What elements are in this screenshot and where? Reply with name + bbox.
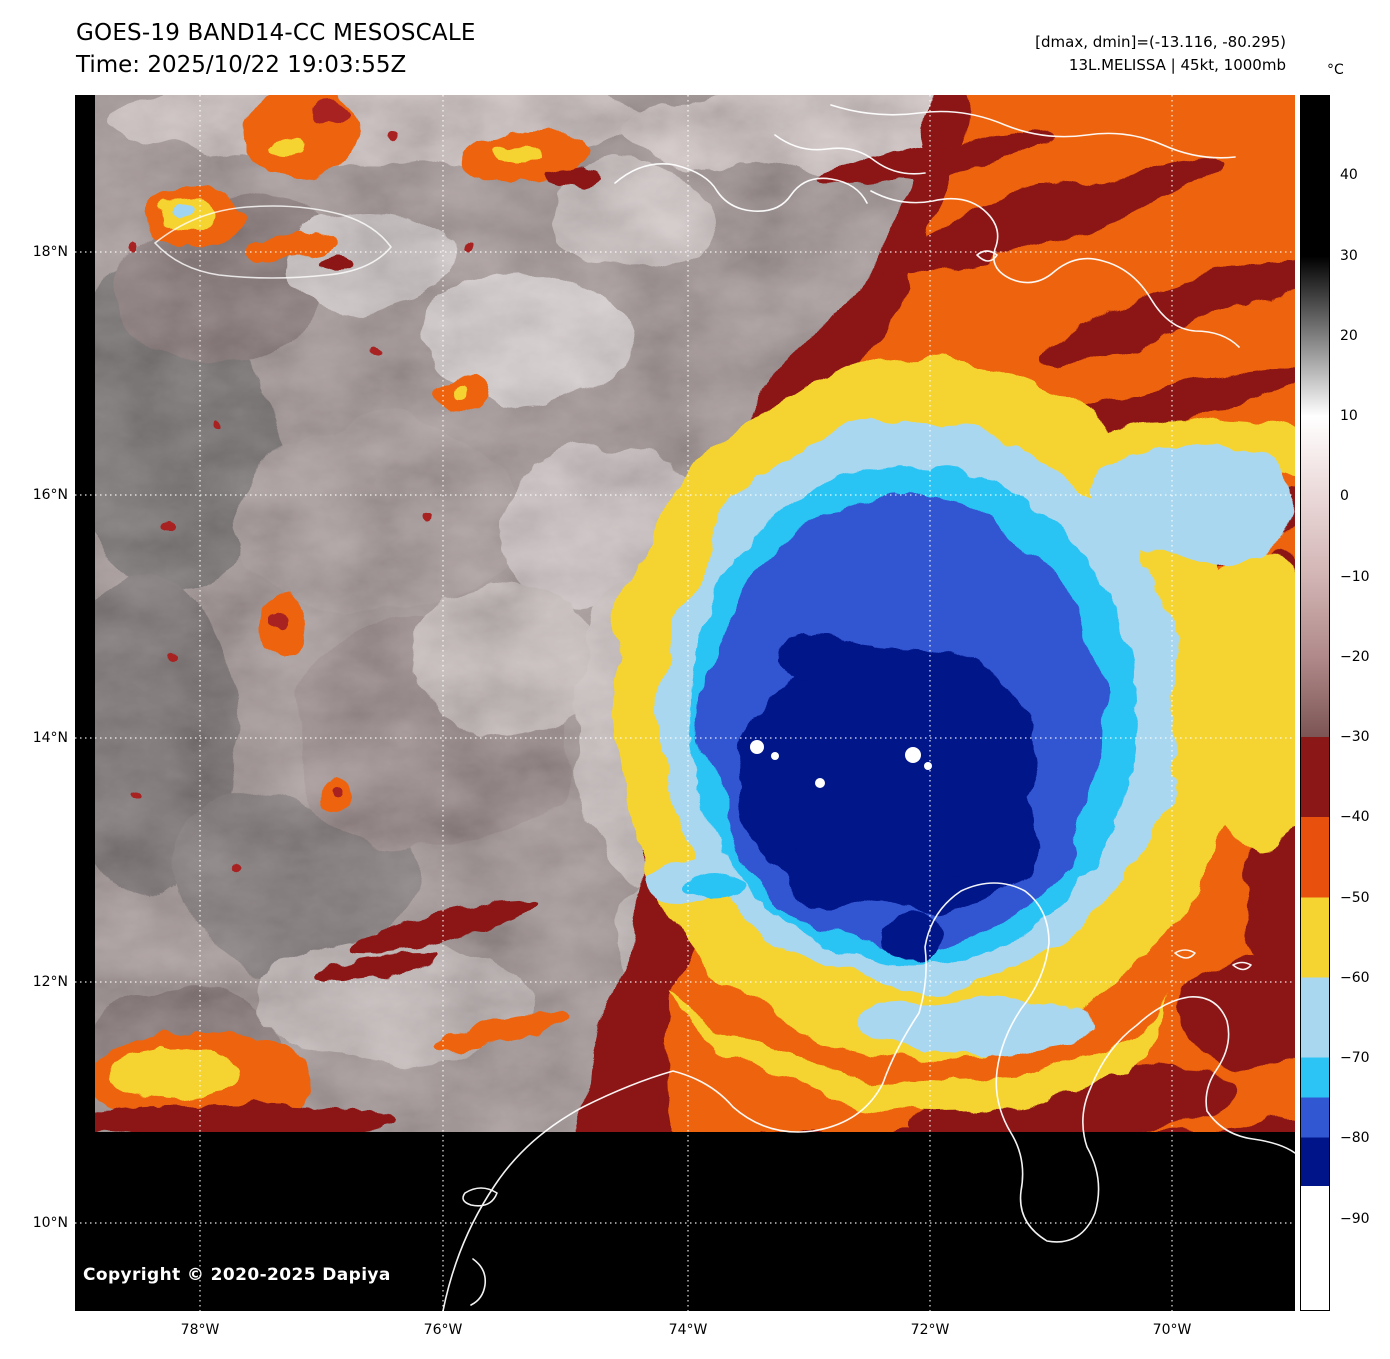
colorbar-tick-label: −40 bbox=[1340, 809, 1370, 826]
latitude-tick-label: 14°N bbox=[32, 730, 68, 746]
colorbar-tick-label: −50 bbox=[1340, 889, 1370, 906]
copyright-text: Copyright © 2020-2025 Dapiya bbox=[83, 1265, 391, 1285]
header-right: [dmax, dmin]=(-13.116, -80.295) 13L.MELI… bbox=[1035, 31, 1286, 77]
latitude-tick-label: 18°N bbox=[32, 244, 68, 260]
cloud-field bbox=[95, 95, 1295, 1132]
latitude-tick-label: 16°N bbox=[32, 487, 68, 503]
longitude-tick-label: 78°W bbox=[180, 1322, 220, 1338]
longitude-tick-label: 70°W bbox=[1152, 1322, 1192, 1338]
dmax-dmin-readout: [dmax, dmin]=(-13.116, -80.295) bbox=[1035, 33, 1286, 51]
graticule bbox=[75, 95, 1295, 1311]
colorbar-tick-label: 20 bbox=[1340, 327, 1358, 344]
longitude-tick-label: 76°W bbox=[423, 1322, 463, 1338]
longitude-tick-label: 72°W bbox=[910, 1322, 950, 1338]
colorbar-tick-label: 0 bbox=[1340, 488, 1349, 505]
colorbar-tick-label: 40 bbox=[1340, 167, 1358, 184]
latitude-tick-label: 10°N bbox=[32, 1215, 68, 1231]
colorbar-unit-label: °C bbox=[1327, 62, 1344, 78]
colorbar-tick-label: 10 bbox=[1340, 408, 1358, 425]
colorbar-tick-label: −20 bbox=[1340, 648, 1370, 665]
satellite-map bbox=[75, 95, 1295, 1311]
timestamp: Time: 2025/10/22 19:03:55Z bbox=[76, 52, 407, 78]
colorbar-tick-label: −10 bbox=[1340, 568, 1370, 585]
colorbar-tick-label: −30 bbox=[1340, 729, 1370, 746]
storm-info: 13L.MELISSA | 45kt, 1000mb bbox=[1068, 56, 1286, 74]
map-plot: Copyright © 2020-2025 Dapiya bbox=[75, 95, 1295, 1311]
longitude-tick-label: 74°W bbox=[668, 1322, 708, 1338]
storm-cold-core bbox=[730, 625, 1037, 960]
page-title: GOES-19 BAND14-CC MESOSCALE bbox=[76, 20, 476, 46]
colorbar-tick-label: −90 bbox=[1340, 1210, 1370, 1227]
colorbar-tick-label: −70 bbox=[1340, 1050, 1370, 1067]
storm-overshoot-dots bbox=[750, 740, 932, 788]
colorbar-tick-label: −80 bbox=[1340, 1130, 1370, 1147]
header-left: GOES-19 BAND14-CC MESOSCALE Time: 2025/1… bbox=[76, 20, 476, 78]
scattered-convection bbox=[95, 95, 601, 1132]
colorbar-tick-label: 30 bbox=[1340, 247, 1358, 264]
colorbar-tick-label: −60 bbox=[1340, 969, 1370, 986]
latitude-tick-label: 12°N bbox=[32, 974, 68, 990]
coastlines bbox=[154, 104, 1295, 1311]
colorbar bbox=[1300, 95, 1330, 1311]
